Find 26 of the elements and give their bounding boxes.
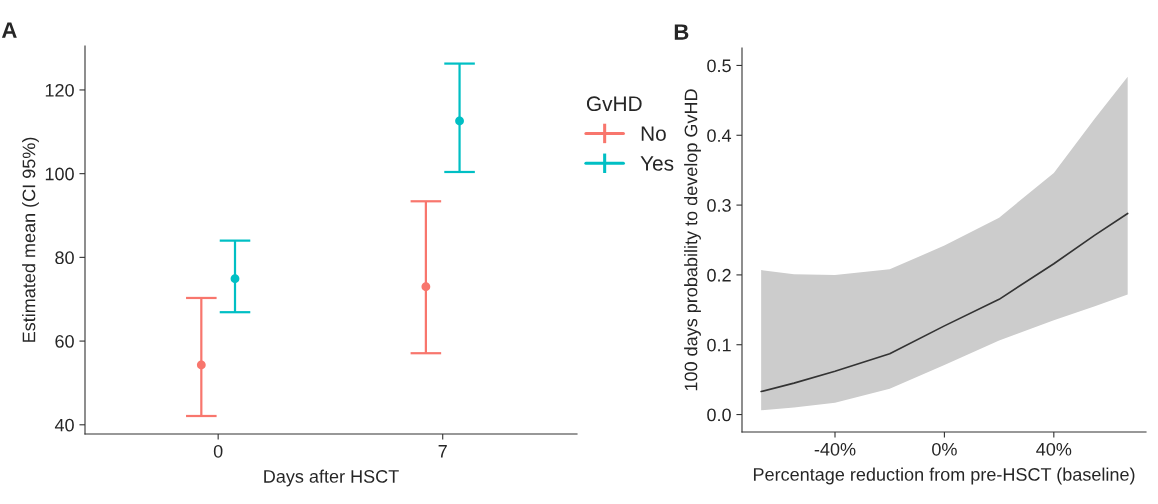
chart-title: A <box>1 22 17 38</box>
y-tick-label: 80 <box>55 251 74 265</box>
line-series <box>760 212 1129 393</box>
x-tick-label: 0 <box>213 444 223 458</box>
legend-title: GvHD <box>586 96 642 112</box>
y-tick-label: 0.4 <box>707 129 732 142</box>
y-tick-label: 0.0 <box>707 408 731 422</box>
x-tick-label: 0% <box>932 442 957 456</box>
y-tick-label: 120 <box>45 83 74 97</box>
legend-label: Yes <box>640 156 674 171</box>
y-tick-label: 0.5 <box>707 59 731 73</box>
y-axis-title: Estimated mean (CI 95%) <box>22 137 39 342</box>
y-tick-label: 0.2 <box>707 268 731 282</box>
x-tick-label: -40% <box>814 442 856 456</box>
y-tick-label: 40 <box>54 418 74 432</box>
x-tick-label: 40% <box>1036 442 1072 456</box>
x-axis-title: Days after HSCT <box>264 469 399 487</box>
chart-title: B <box>674 24 689 40</box>
y-tick-label: 100 <box>45 167 74 181</box>
y-axis-title: 100 days probability to develop GvHD <box>684 89 701 391</box>
x-axis-title: Percentage reduction from pre-HSCT (baseline) <box>753 467 1135 485</box>
y-tick-label: 0.3 <box>707 199 731 212</box>
legend-label: No <box>641 126 666 141</box>
x-tick-label: 7 <box>438 445 447 458</box>
y-tick-label: 60 <box>55 335 74 348</box>
y-tick-label: 0.1 <box>707 338 731 352</box>
